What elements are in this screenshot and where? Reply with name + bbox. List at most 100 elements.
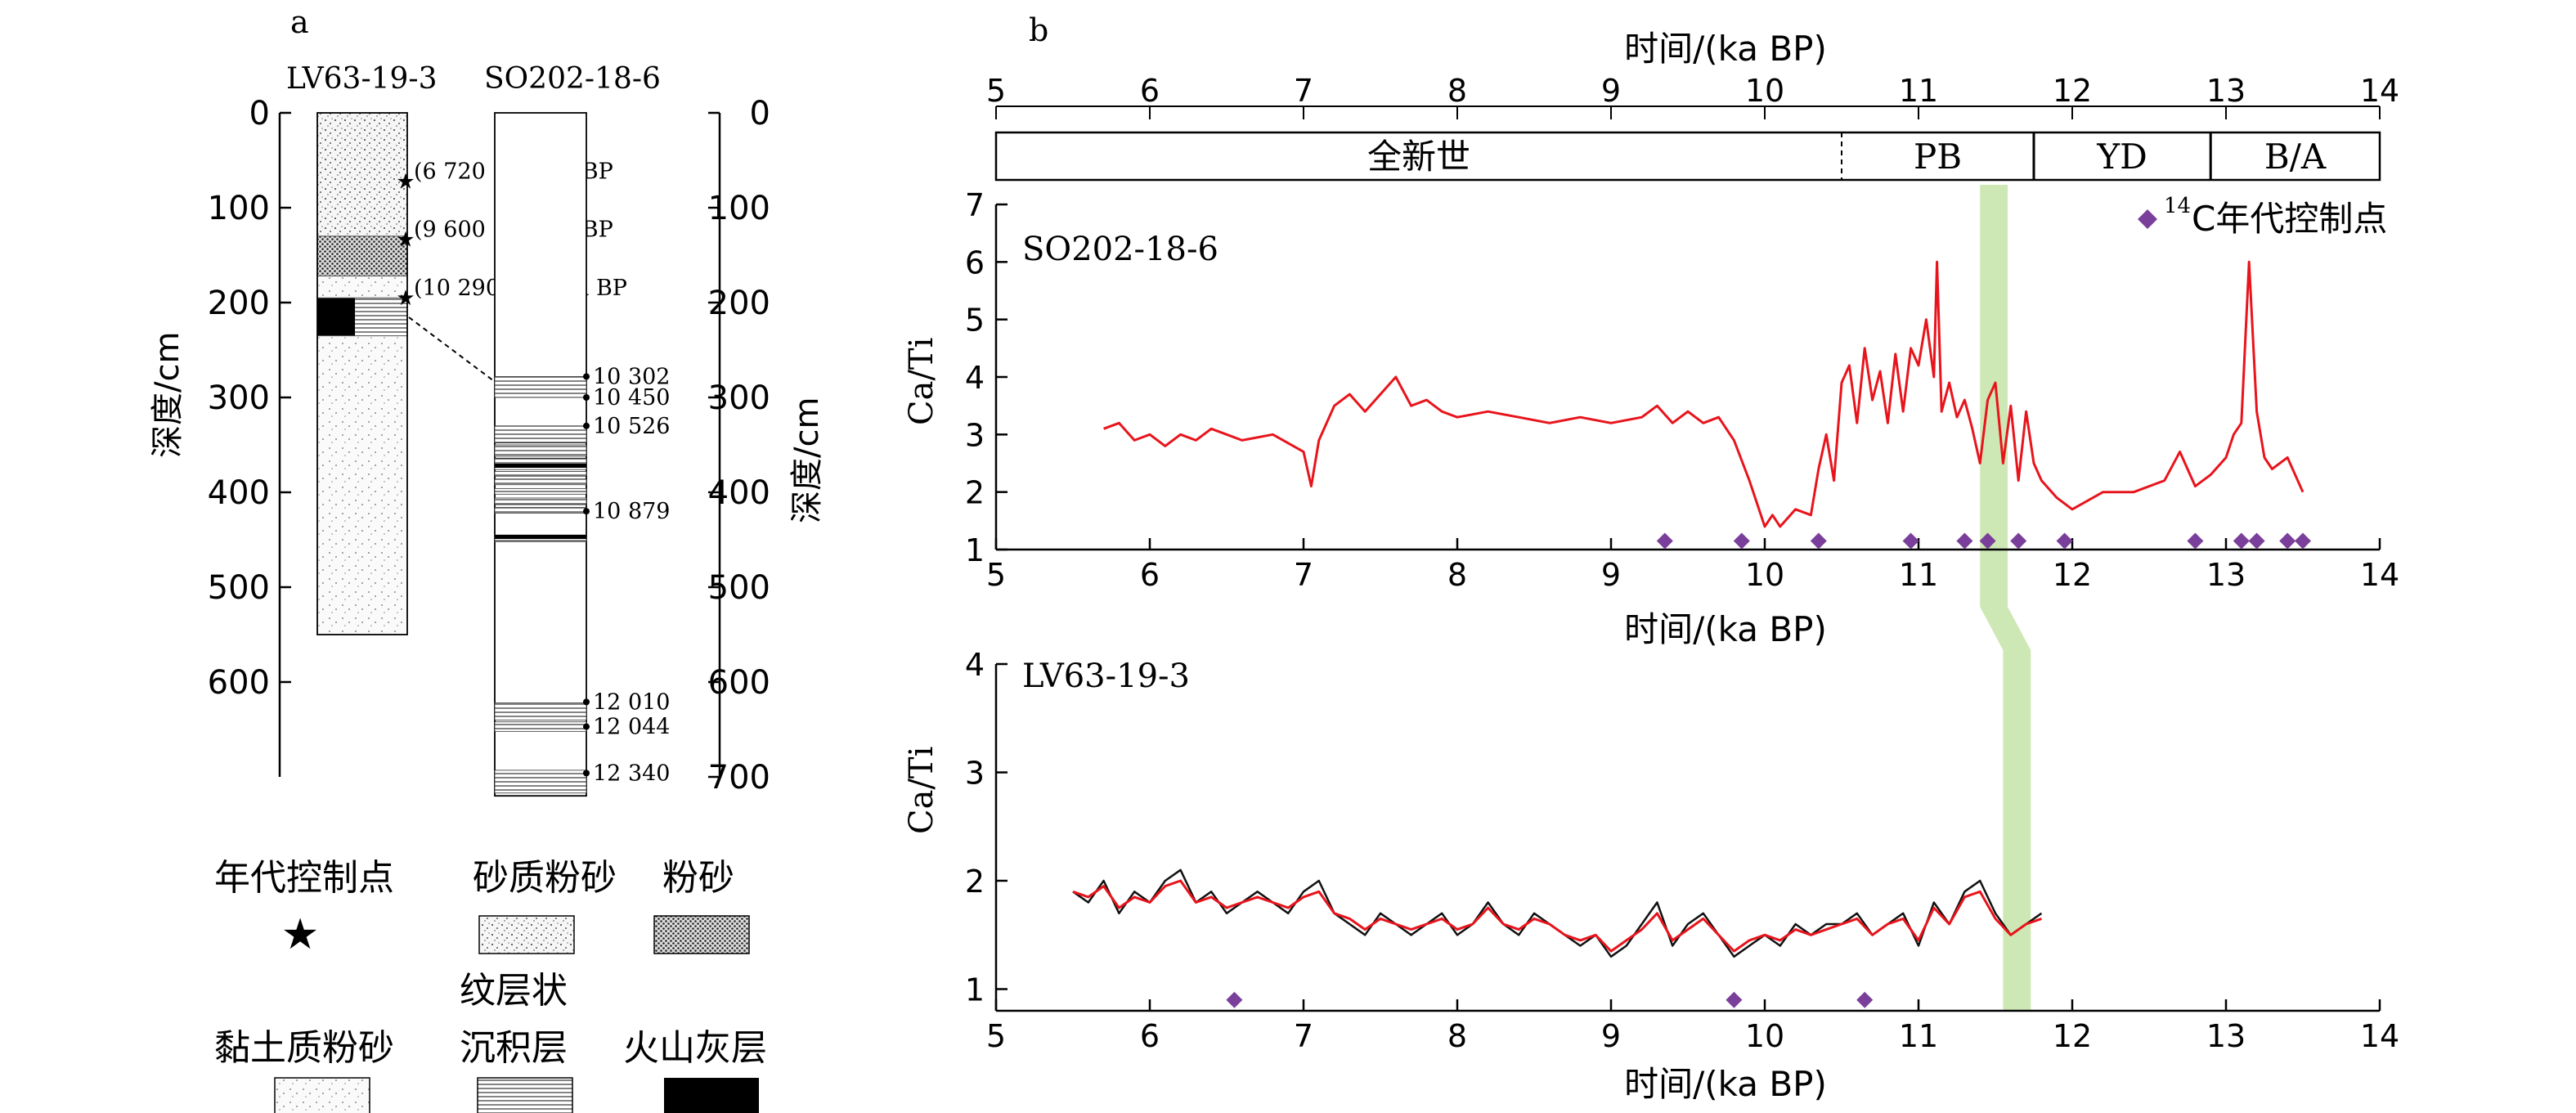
laminated-band: [494, 471, 587, 477]
top-tick-label: 10: [1745, 73, 1784, 109]
age-label: 10 450: [593, 385, 670, 411]
depth-tick-label: 300: [708, 379, 770, 417]
period-label: PB: [1914, 137, 1962, 177]
period-label: 全新世: [1367, 137, 1470, 177]
depth-tick-label: 400: [208, 474, 270, 512]
top-tick-label: 12: [2053, 73, 2092, 109]
depth-tick-label: 0: [249, 95, 270, 132]
x-tick-label: 6: [1140, 557, 1160, 593]
c14-marker: [1656, 532, 1673, 550]
series-line-0: [1072, 868, 2043, 958]
panel-a-label: a: [290, 4, 309, 40]
legend-volcanic-ash-label: 火山灰层: [623, 1027, 767, 1069]
core-layer-laminated: [355, 298, 407, 336]
x-tick-label: 14: [2360, 557, 2399, 593]
y-tick-label: 3: [965, 417, 985, 453]
c14-marker: [2056, 532, 2073, 550]
core-correlation-line: [408, 316, 495, 382]
laminated-band: [494, 507, 587, 514]
top-tick-label: 6: [1140, 73, 1160, 109]
age-label: 10 879: [593, 499, 670, 524]
ylabel-bottom: Ca/Ti: [903, 747, 940, 834]
time-axis-label-bottom: 时间/(ka BP): [1624, 1064, 1827, 1104]
depth-tick-label: 700: [708, 759, 770, 797]
y-tick-label: 7: [965, 187, 985, 223]
top-tick-label: 9: [1601, 73, 1621, 109]
depth-tick-label: 600: [708, 664, 770, 702]
c14-marker: [1226, 991, 1243, 1008]
top-tick-label: 14: [2360, 73, 2399, 109]
depth-axis-label-left: 深度/cm: [149, 332, 186, 458]
laminated-band: [494, 478, 587, 486]
age-label: 10 302: [593, 364, 670, 389]
c14-marker: [2010, 532, 2027, 550]
y-tick-label: 3: [965, 756, 985, 792]
c14-marker: [1902, 532, 1919, 550]
x-tick-label: 13: [2206, 1018, 2246, 1054]
y-tick-label: 2: [965, 475, 985, 511]
age-dot: [583, 508, 590, 515]
x-tick-label: 10: [1745, 557, 1784, 593]
depth-axis-label-right: 深度/cm: [788, 397, 826, 523]
panel-b-label: b: [1029, 12, 1048, 48]
x-tick-label: 9: [1601, 557, 1621, 593]
legend-silt-label: 粉砂: [662, 857, 734, 899]
depth-tick-label: 100: [708, 190, 770, 227]
legend-clayey-silt-swatch: [274, 1077, 370, 1113]
depth-tick-label: 200: [708, 285, 770, 322]
y-tick-label: 6: [965, 245, 985, 280]
age-dot: [583, 723, 590, 730]
time-axis-label-top: 时间/(ka BP): [1624, 29, 1827, 69]
age-label: 12 340: [593, 761, 670, 786]
depth-axis-right: 0 100 200 300 400 500 600 700: [708, 95, 770, 797]
c14-marker: [1856, 991, 1874, 1008]
core-legend: 年代控制点 ★ 砂质粉砂 粉砂 黏土质粉砂 纹层状 沉积层 火山灰层: [214, 857, 767, 1113]
core-layer-silt: [317, 236, 407, 276]
x-tick-label: 12: [2053, 1018, 2092, 1054]
depth-tick-label: 400: [708, 474, 770, 512]
highlight-band: [1980, 185, 2031, 1011]
depth-tick-label: 600: [208, 664, 270, 702]
chart-top-title: SO202-18-6: [1022, 231, 1218, 268]
legend-laminated-swatch: [477, 1077, 573, 1113]
depth-tick-label: 100: [208, 190, 270, 227]
x-tick-label: 5: [986, 557, 1006, 593]
legend-star-icon: ★: [281, 910, 320, 959]
age-label: 10 526: [593, 414, 670, 439]
series-line-0: [1103, 260, 2304, 528]
laminated-band: [494, 702, 587, 720]
period-bar-frame: [994, 131, 2381, 182]
core-layer-clayey-silt: [317, 276, 407, 298]
c14-marker: [1956, 532, 1973, 550]
x-tick-label: 12: [2053, 557, 2092, 593]
ylabel-top: Ca/Ti: [903, 338, 940, 425]
time-axis-label-middle: 时间/(ka BP): [1624, 609, 1827, 649]
x-tick-label: 14: [2360, 1018, 2399, 1054]
age-dot: [583, 698, 590, 706]
y-tick-label: 4: [965, 647, 985, 683]
c14-marker: [1810, 532, 1827, 550]
age-dot: [583, 422, 590, 429]
legend-clayey-silt-label: 黏土质粉砂: [214, 1027, 394, 1069]
legend-laminated-label-2: 沉积层: [460, 1027, 568, 1069]
laminated-band: [494, 444, 587, 457]
top-tick-label: 7: [1294, 73, 1313, 109]
age-dot: [583, 770, 590, 777]
laminated-band: [494, 721, 587, 732]
depth-tick-label: 200: [208, 285, 270, 322]
left-core-outline: [316, 112, 408, 635]
y-tick-label: 1: [965, 532, 985, 568]
legend-laminated-label-1: 纹层状: [460, 970, 568, 1012]
x-tick-label: 8: [1447, 1018, 1467, 1054]
c14-marker: [1726, 991, 1743, 1008]
age-star-icon: ★: [396, 286, 415, 311]
c14-marker: [2187, 532, 2204, 550]
legend-date-point-label: 年代控制点: [214, 857, 394, 899]
core-layer-ash: [317, 298, 356, 336]
legend-superscript: 14: [2164, 194, 2191, 218]
x-tick-label: 11: [1899, 1018, 1938, 1054]
laminated-band: [494, 497, 587, 505]
series-line-1: [1072, 879, 2042, 953]
period-label: B/A: [2264, 137, 2327, 177]
y-tick-label: 1: [965, 972, 985, 1008]
